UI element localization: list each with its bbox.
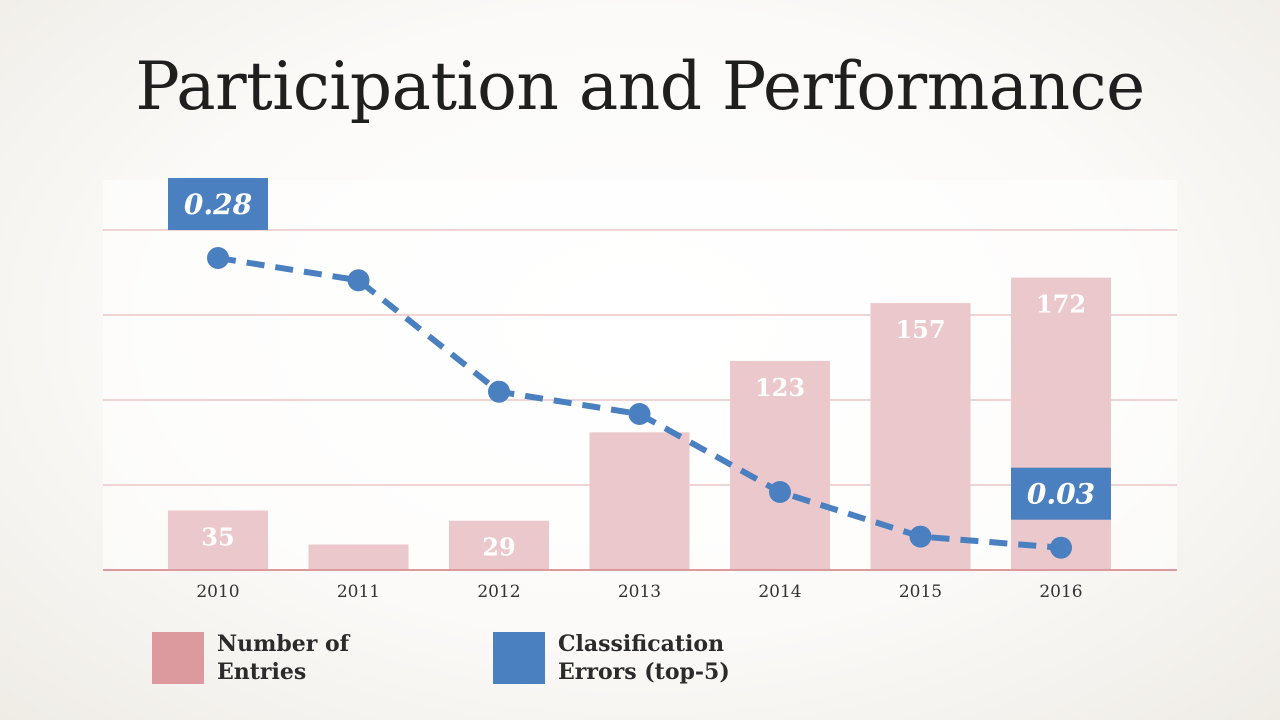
error-point-2011 <box>347 269 370 292</box>
legend-item-errors: Classification Errors (top-5) <box>493 630 748 686</box>
bar-value-label-2016: 172 <box>1036 290 1086 319</box>
legend-label-entries: Number of Entries <box>217 630 407 686</box>
x-tick-label-2016: 2016 <box>1039 582 1082 602</box>
bar-value-label-2012: 29 <box>482 533 515 562</box>
error-point-2014 <box>769 481 791 503</box>
error-point-2015 <box>909 525 932 548</box>
error-label-2010: 0.28 <box>184 188 252 221</box>
legend-label-entries-line1: Number of <box>217 631 350 657</box>
bar-value-label-2015: 157 <box>895 315 945 344</box>
bar-2016 <box>1011 277 1111 570</box>
x-tick-label-2014: 2014 <box>758 582 801 602</box>
bar-2010 <box>168 510 268 570</box>
bar-value-label-2014: 123 <box>755 373 805 402</box>
bar-2013 <box>589 432 690 570</box>
error-point-2010 <box>207 247 229 269</box>
error-label-2016: 0.03 <box>1027 478 1095 511</box>
legend-label-errors-line1: Classification <box>558 631 725 657</box>
legend-item-entries: Number of Entries <box>152 630 407 686</box>
x-tick-label-2011: 2011 <box>337 582 380 602</box>
error-point-2012 <box>488 380 510 403</box>
bar-2012 <box>449 520 549 570</box>
bar-value-label-2010: 35 <box>201 523 234 552</box>
slide-title: Participation and Performance <box>135 48 1145 125</box>
legend-swatch-errors <box>493 632 545 684</box>
legend-label-errors: Classification Errors (top-5) <box>558 630 748 686</box>
legend-label-errors-line2: Errors (top-5) <box>558 659 730 685</box>
error-point-2013 <box>628 403 651 425</box>
x-tick-label-2010: 2010 <box>196 582 239 602</box>
x-tick-label-2012: 2012 <box>477 582 520 602</box>
x-tick-label-2015: 2015 <box>899 582 942 602</box>
bar-2011 <box>308 544 409 570</box>
legend-label-entries-line2: Entries <box>217 659 307 685</box>
error-label-box-2010 <box>168 178 268 230</box>
error-label-box-2016 <box>1011 467 1111 520</box>
bar-2014 <box>730 360 830 570</box>
legend-swatch-entries <box>152 632 204 684</box>
error-point-2016 <box>1050 536 1072 559</box>
x-tick-label-2013: 2013 <box>618 582 661 602</box>
